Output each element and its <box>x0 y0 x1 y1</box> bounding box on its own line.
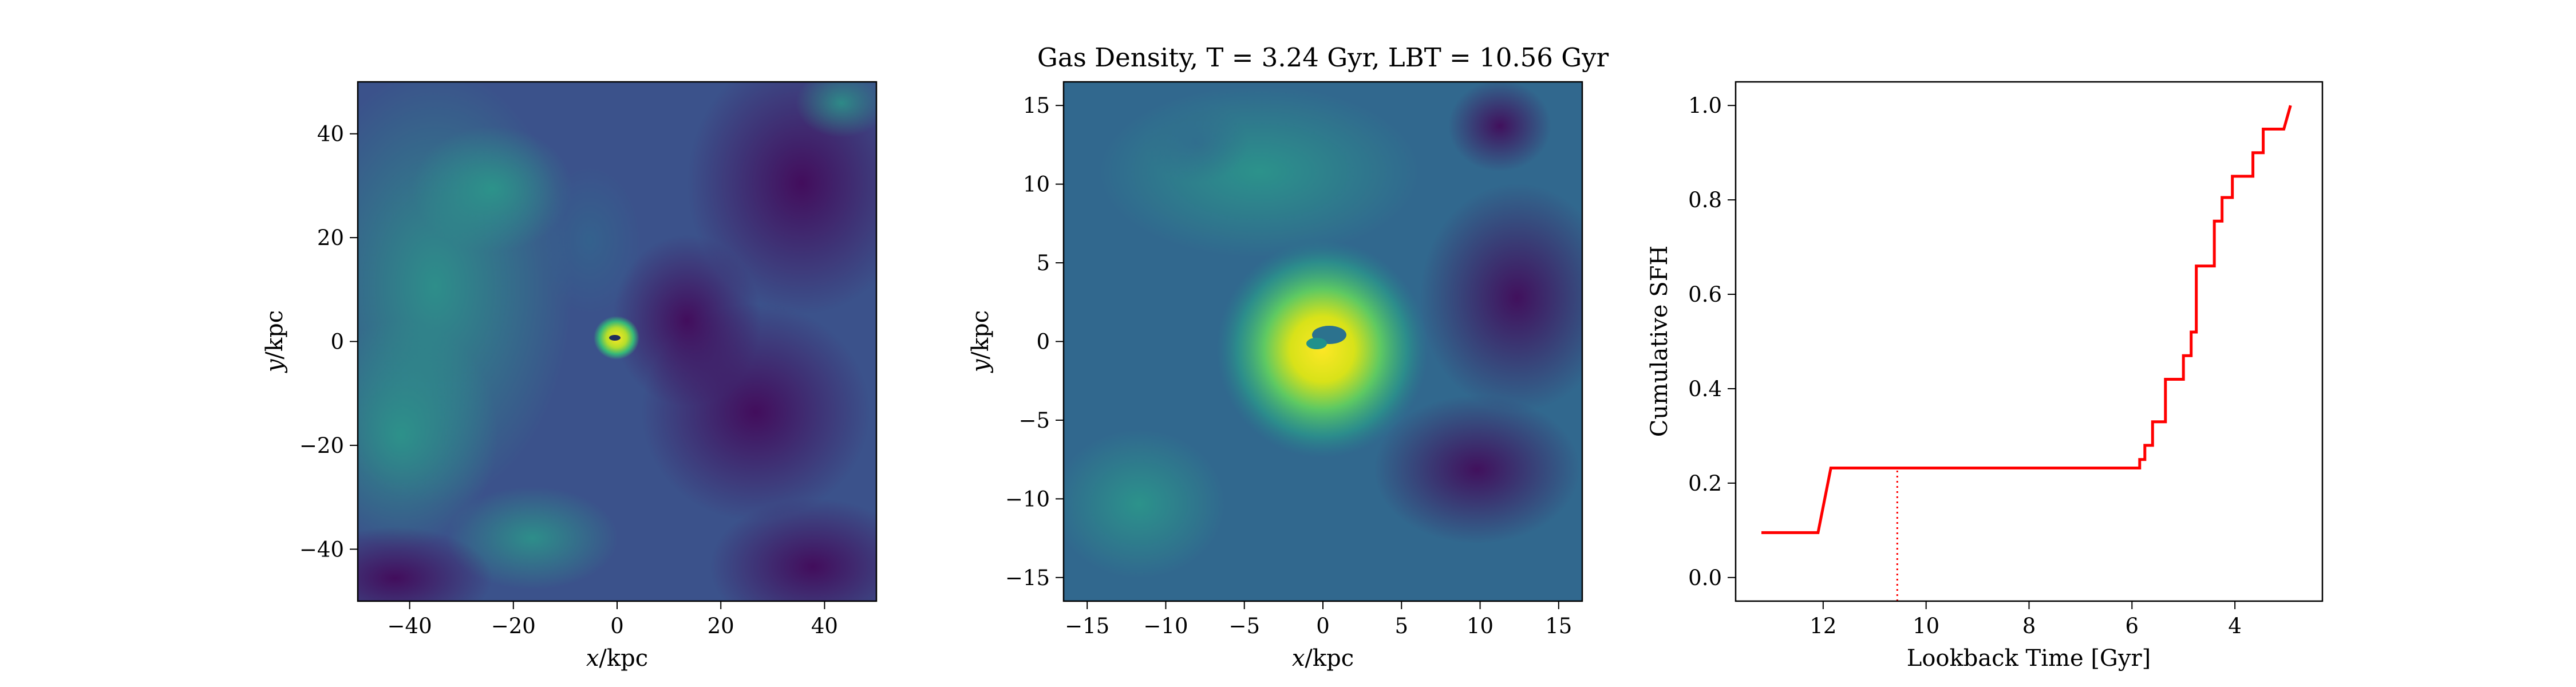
x-tick-label-sfh: 12 <box>1809 614 1836 638</box>
y-tick-label-sfh: 0.8 <box>1688 188 1722 212</box>
sfh-series-line <box>1761 105 2292 534</box>
x-tick-label-wide: 40 <box>811 614 838 638</box>
density-map-wide: −40 −20 0 20 40 −40 −20 0 20 40 x/kpc y/kpc <box>262 81 878 672</box>
y-tick-label-zoom: 15 <box>1023 93 1050 118</box>
density-image-zoom <box>1064 82 1582 601</box>
x-tick-label-wide: 20 <box>708 614 734 638</box>
x-tick-label-wide: 0 <box>610 614 624 638</box>
y-tick-label-wide: −20 <box>299 433 344 458</box>
x-axis-label-zoom: x/kpc <box>1292 645 1354 672</box>
x-tick-label-wide: −40 <box>388 614 432 638</box>
sfh-chart: 12 10 8 6 4 0.0 0.2 0.4 0.6 0.8 1.0 Lookback Time … <box>1646 81 2324 672</box>
y-tick-label-zoom: −10 <box>1005 487 1050 511</box>
axis-ticks-wide: −40 −20 0 20 40 −40 −20 0 20 40 <box>299 122 838 638</box>
x-tick-label-zoom: 15 <box>1545 614 1572 638</box>
y-tick-label-zoom: 5 <box>1036 251 1050 275</box>
x-axis-label-wide: x/kpc <box>586 645 648 672</box>
x-tick-label-zoom: 5 <box>1394 614 1408 638</box>
x-tick-label-zoom: −5 <box>1228 614 1260 638</box>
x-tick-label-wide: −20 <box>491 614 536 638</box>
y-tick-label-zoom: 0 <box>1036 330 1050 354</box>
y-tick-label-wide: −40 <box>299 537 344 562</box>
y-tick-label-wide: 0 <box>330 330 344 354</box>
plot-frame-sfh <box>1735 81 2324 602</box>
density-image-wide <box>358 82 876 601</box>
x-axis-label-sfh: Lookback Time [Gyr] <box>1907 645 2151 672</box>
x-tick-label-zoom: −15 <box>1065 614 1109 638</box>
y-tick-label-zoom: −15 <box>1005 566 1050 590</box>
y-tick-label-wide: 20 <box>317 226 344 250</box>
y-tick-label-zoom: −5 <box>1018 408 1050 433</box>
axis-ticks-sfh: 12 10 8 6 4 0.0 0.2 0.4 0.6 0.8 1.0 <box>1688 93 2242 638</box>
x-tick-label-zoom: 10 <box>1467 614 1494 638</box>
x-tick-label-sfh: 6 <box>2125 614 2139 638</box>
sfh-plot-area <box>1761 105 2292 601</box>
x-tick-label-sfh: 8 <box>2022 614 2036 638</box>
y-axis-label-wide: y/kpc <box>262 310 288 373</box>
y-tick-label-sfh: 0.4 <box>1688 377 1722 401</box>
axis-ticks-zoom: −15 −10 −5 0 5 10 15 −15 −10 −5 0 5 10 15 <box>1005 93 1572 638</box>
y-tick-label-sfh: 0.2 <box>1688 471 1722 496</box>
y-tick-label-sfh: 1.0 <box>1688 93 1722 118</box>
y-axis-label-sfh: Cumulative SFH <box>1646 246 1673 437</box>
x-tick-label-zoom: 0 <box>1316 614 1330 638</box>
x-tick-label-sfh: 10 <box>1913 614 1939 638</box>
y-axis-label-zoom: y/kpc <box>967 310 994 373</box>
y-tick-label-sfh: 0.6 <box>1688 282 1722 307</box>
x-tick-label-sfh: 4 <box>2228 614 2242 638</box>
density-map-zoom: −15 −10 −5 0 5 10 15 −15 −10 −5 0 5 10 15 x/kpc y/kpc <box>967 81 1583 672</box>
y-tick-label-zoom: 10 <box>1023 172 1050 197</box>
y-tick-label-wide: 40 <box>317 122 344 147</box>
figure-title: Gas Density, T = 3.24 Gyr, LBT = 10.56 G… <box>1037 42 1609 73</box>
y-tick-label-sfh: 0.0 <box>1688 566 1722 590</box>
x-tick-label-zoom: −10 <box>1143 614 1188 638</box>
